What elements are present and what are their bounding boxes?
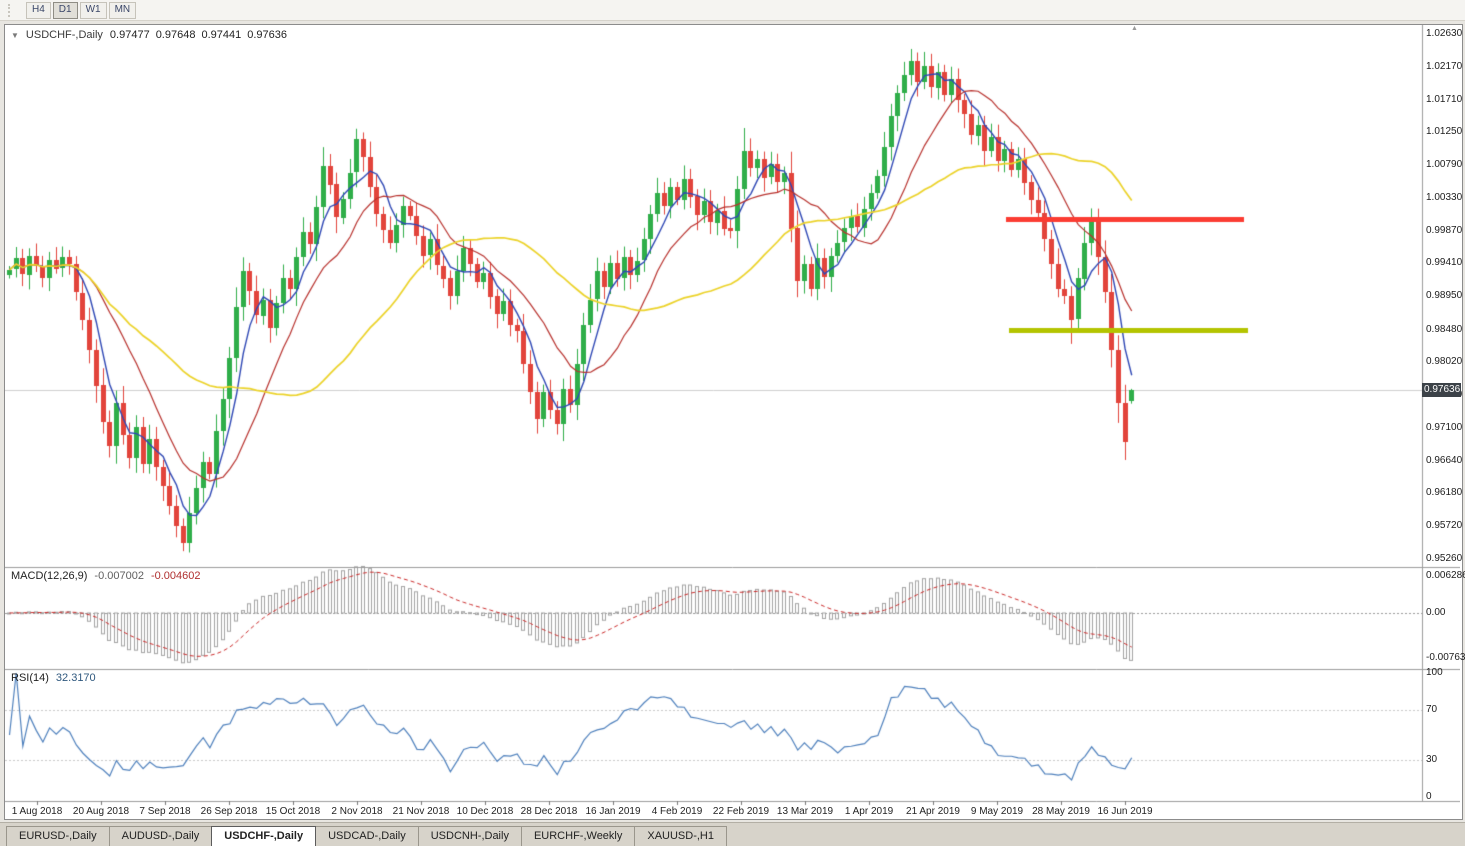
- symbol-tab-eurchf[interactable]: EURCHF-,Weekly: [520, 826, 636, 846]
- ohlc-low: 0.97441: [201, 29, 242, 41]
- symbol-tab-audusd[interactable]: AUDUSD-,Daily: [108, 826, 213, 846]
- collapse-icon[interactable]: ▼: [11, 30, 19, 40]
- chart-canvas[interactable]: [5, 25, 1460, 817]
- symbol-tab-eurusd[interactable]: EURUSD-,Daily: [6, 826, 110, 846]
- timeframe-toolbar: H4 D1 W1 MN: [0, 0, 1465, 21]
- timeframe-buttons: H4 D1 W1 MN: [26, 1, 137, 19]
- symbol-tab-usdcnh[interactable]: USDCNH-,Daily: [417, 826, 522, 846]
- ohlc-close: 0.97636: [247, 29, 287, 41]
- macd-label-row: MACD(12,26,9) -0.007002 -0.004602: [11, 570, 201, 582]
- macd-name: MACD(12,26,9): [11, 570, 88, 582]
- ohlc-high: 0.97648: [155, 29, 196, 41]
- timeframe-button-d1[interactable]: D1: [52, 1, 78, 19]
- toolbar-grip: [8, 3, 18, 17]
- symbol-tab-xauusd[interactable]: XAUUSD-,H1: [634, 826, 727, 846]
- symbol-tab-usdcad[interactable]: USDCAD-,Daily: [315, 826, 419, 846]
- chart-symbol-label: USDCHF-,Daily: [25, 29, 103, 41]
- symbol-tab-usdchf[interactable]: USDCHF-,Daily: [211, 826, 317, 846]
- rsi-label-row: RSI(14) 32.3170: [11, 672, 96, 684]
- ohlc-open: 0.97477: [109, 29, 150, 41]
- timeframe-button-w1[interactable]: W1: [79, 1, 107, 19]
- timeframe-button-h4[interactable]: H4: [26, 1, 51, 19]
- macd-main-value: -0.007002: [94, 570, 144, 582]
- rsi-name: RSI(14): [11, 672, 49, 684]
- timeframe-button-mn[interactable]: MN: [108, 1, 137, 19]
- macd-signal-value: -0.004602: [150, 570, 201, 582]
- current-price-badge: 0.97636: [1422, 383, 1461, 397]
- symbol-tab-bar: EURUSD-,Daily AUDUSD-,Daily USDCHF-,Daily U…: [0, 822, 1465, 846]
- chart-title: ▼ USDCHF-,Daily 0.97477 0.97648 0.97441 …: [11, 29, 287, 41]
- chart-shift-marker-icon: ▲: [1131, 25, 1138, 32]
- chart-window: 1.02630 1.02170 1.01710 1.01250 1.00790 1.003…: [4, 24, 1465, 820]
- rsi-value: 32.3170: [55, 672, 96, 684]
